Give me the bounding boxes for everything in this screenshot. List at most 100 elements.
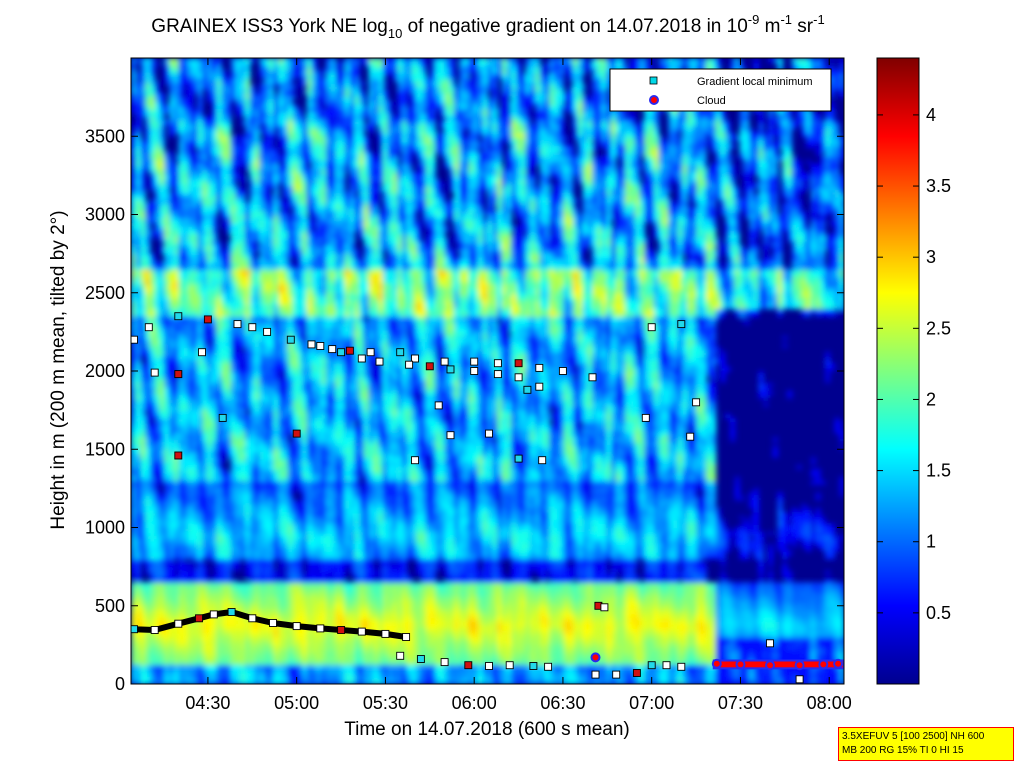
heatmap-cell [259,112,265,118]
heatmap-cell [278,108,284,114]
heatmap-cell [216,594,222,599]
heatmap-cell [202,594,208,599]
heatmap-cell [207,144,213,149]
heatmap-cell [154,519,161,525]
heatmap-cell [245,449,251,454]
heatmap-cell [164,222,170,227]
heatmap-cell [197,159,203,165]
heatmap-cell [240,144,246,149]
heatmap-cell [164,77,170,83]
heatmap-cell [183,539,189,544]
heatmap-cell [216,519,222,525]
heatmap-cell [183,257,189,263]
heatmap-cell [150,433,156,439]
heatmap-cell [268,668,275,673]
heatmap-cell [145,500,151,505]
heatmap-cell [264,179,270,184]
heatmap-cell [283,558,289,564]
heatmap-cell [173,194,180,200]
heatmap-cell [202,492,208,497]
heatmap-cell [211,347,218,353]
heatmap-cell [221,347,227,353]
heatmap-cell [240,531,246,536]
heatmap-cell [245,288,251,294]
heatmap-cell [273,386,279,392]
heatmap-cell [264,629,270,634]
heatmap-cell [226,449,232,454]
heatmap-cell [140,488,146,493]
heatmap-cell [273,104,279,110]
heatmap-cell [159,93,165,98]
heatmap-cell [211,159,218,165]
heatmap-cell [268,308,275,313]
heatmap-cell [188,594,194,599]
heatmap-cell [226,539,232,544]
heatmap-cell [131,417,137,423]
heatmap-cell [230,300,237,306]
heatmap-cell [164,515,170,521]
heatmap-cell [150,617,156,622]
heatmap-cell [273,535,279,540]
heatmap-cell [207,77,213,83]
heatmap-cell [159,371,165,376]
heatmap-cell [226,281,232,286]
heatmap-cell [145,234,151,239]
heatmap-cell [154,347,161,353]
heatmap-cell [254,488,260,493]
heatmap-cell [259,449,265,454]
heatmap-cell [164,347,170,353]
heatmap-cell [211,648,218,654]
heatmap-cell [273,61,279,67]
heatmap-cell [178,194,184,200]
heatmap-cell [135,151,142,157]
heatmap-cell [278,58,284,63]
heatmap-cell [173,355,180,360]
heatmap-cell [226,535,232,540]
heatmap-cell [202,445,208,450]
heatmap-cell [230,281,237,286]
heatmap-cell [178,640,184,646]
heatmap-cell [159,468,165,474]
heatmap-cell [226,198,232,204]
heatmap-cell [235,468,241,474]
heatmap-cell [240,316,246,321]
heatmap-cell [259,417,265,423]
heatmap-cell [226,648,232,654]
heatmap-cell [273,269,279,274]
heatmap-cell [178,488,184,493]
heatmap-cell [164,277,170,282]
heatmap-cell [216,194,222,200]
heatmap-cell [178,445,184,450]
heatmap-cell [159,464,165,470]
heatmap-cell [264,296,270,302]
heatmap-cell [264,198,270,204]
heatmap-cell [264,324,270,329]
heatmap-cell [249,676,256,681]
heatmap-cell [164,320,170,325]
heatmap-cell [283,496,289,501]
heatmap-cell [164,378,170,384]
heatmap-cell [273,605,279,611]
heatmap-cell [283,202,289,208]
heatmap-cell [264,265,270,270]
heatmap-cell [135,222,142,227]
heatmap-cell [283,664,289,669]
heatmap-cell [183,367,189,372]
heatmap-cell [207,355,213,360]
heatmap-cell [188,187,194,192]
heatmap-cell [249,500,256,505]
heatmap-cell [178,140,184,145]
heatmap-cell [173,460,180,466]
heatmap-cell [235,159,241,165]
heatmap-cell [273,222,279,227]
heatmap-cell [221,112,227,118]
heatmap-cell [135,664,142,669]
heatmap-cell [164,273,170,278]
heatmap-cell [278,163,284,169]
heatmap-cell [150,676,156,681]
heatmap-cell [245,378,251,384]
heatmap-cell [245,112,251,118]
heatmap-cell [169,570,175,576]
heatmap-cell [145,414,151,419]
heatmap-cell [259,574,265,579]
